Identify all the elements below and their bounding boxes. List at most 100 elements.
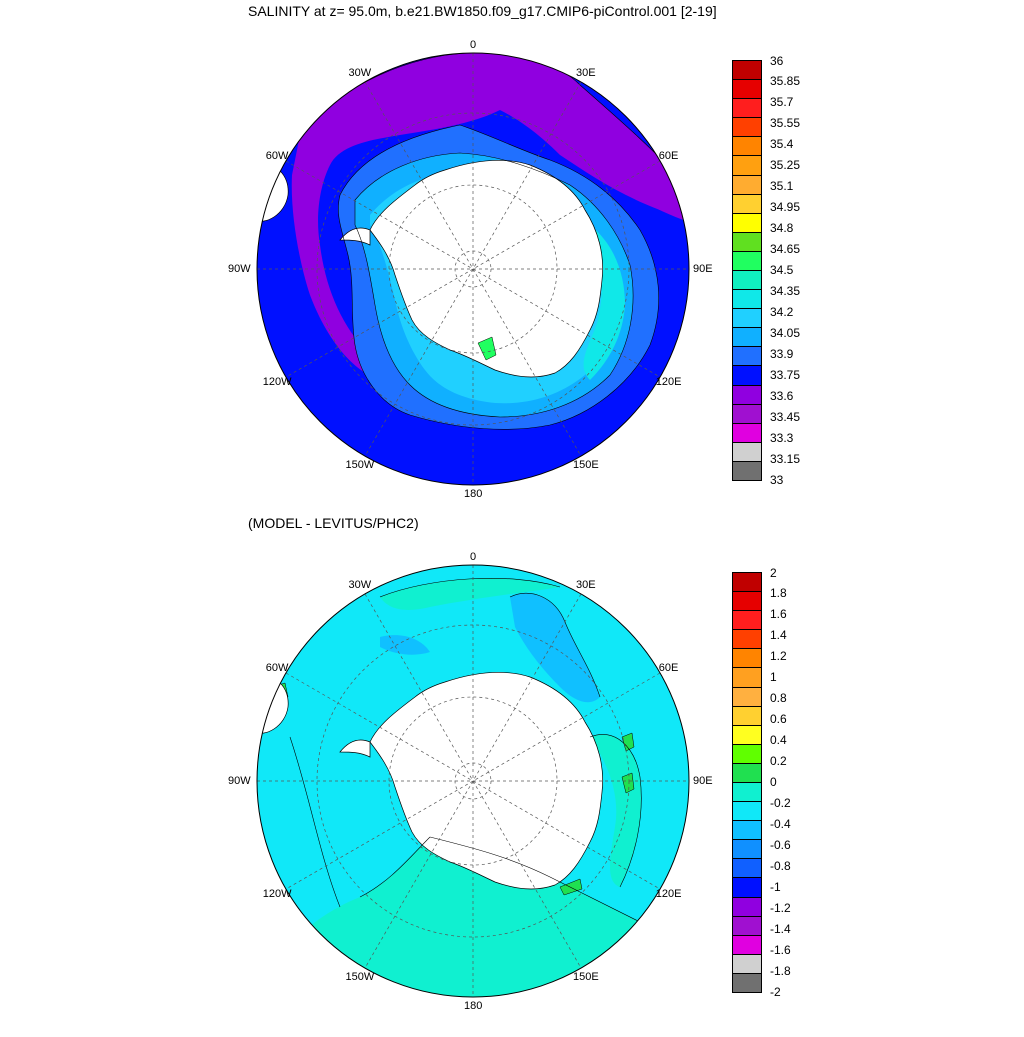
colorbar-label: 0.4 xyxy=(770,733,787,747)
colorbar-label: -0.2 xyxy=(770,796,791,810)
colorbar-label: 34.8 xyxy=(770,221,794,235)
lon-label-90e: 90E xyxy=(693,775,713,787)
colorbar-swatch xyxy=(732,801,762,822)
colorbar-swatch xyxy=(732,820,762,841)
colorbar-label: -1.8 xyxy=(770,964,791,978)
colorbar-label: 34.2 xyxy=(770,305,794,319)
colorbar-label: 35.1 xyxy=(770,179,794,193)
diff-field-minus-0-6 xyxy=(510,593,600,703)
colorbar-label: 34.35 xyxy=(770,284,801,298)
colorbar-label: 0.6 xyxy=(770,712,787,726)
lon-label-150w: 150W xyxy=(345,458,375,471)
colorbar-swatch xyxy=(732,98,762,119)
colorbar-label: 1.6 xyxy=(770,607,787,621)
colorbar-label: 34.5 xyxy=(770,263,794,277)
lon-label-150w: 150W xyxy=(345,970,375,983)
colorbar-swatch xyxy=(732,270,762,291)
colorbar-label: 34.65 xyxy=(770,242,801,256)
colorbar-label: 33.45 xyxy=(770,410,801,424)
colorbar-label: 1 xyxy=(770,670,777,684)
top-graticule xyxy=(257,53,689,485)
colorbar-swatch xyxy=(732,782,762,803)
lon-label-0: 0 xyxy=(470,39,477,51)
lon-label-30e: 30E xyxy=(576,579,596,592)
colorbar-label: 0 xyxy=(770,775,777,789)
lon-label-0: 0 xyxy=(470,551,477,563)
diff-field-near-zero-north xyxy=(380,578,560,610)
colorbar-swatch xyxy=(732,212,762,233)
lon-label-60w: 60W xyxy=(265,662,289,674)
antarctic-peninsula-bottom xyxy=(339,739,371,758)
bottom-map-title: (MODEL - LEVITUS/PHC2) xyxy=(248,515,419,531)
colorbar-label: 0.8 xyxy=(770,691,787,705)
colorbar-swatch xyxy=(732,877,762,898)
colorbar-label: 36 xyxy=(770,54,784,68)
colorbar-swatch xyxy=(732,441,762,462)
colorbar-swatch xyxy=(732,705,762,726)
diff-field-near-zero-south xyxy=(260,837,689,997)
colorbar-swatch xyxy=(732,591,762,612)
lon-label-60w: 60W xyxy=(265,150,289,162)
lon-label-120e: 120E xyxy=(655,376,682,388)
diff-green-patch-3 xyxy=(559,878,583,896)
top-map-title: SALINITY at z= 95.0m, b.e21.BW1850.f09_g… xyxy=(248,3,717,19)
colorbar-label: 33.6 xyxy=(770,389,794,403)
colorbar-label: -0.8 xyxy=(770,859,791,873)
colorbar-label: 35.4 xyxy=(770,137,794,151)
lon-label-30w: 30W xyxy=(348,579,372,592)
colorbar-label: 33.3 xyxy=(770,431,794,445)
colorbar-label: 34.95 xyxy=(770,200,801,214)
colorbar-swatch xyxy=(732,365,762,386)
lon-label-120w: 120W xyxy=(262,376,292,388)
lon-label-150e: 150E xyxy=(573,458,599,471)
colorbar-label: -2 xyxy=(770,985,781,999)
colorbar-swatch xyxy=(732,972,762,993)
lon-label-60e: 60E xyxy=(658,150,679,162)
colorbar-label: 33.15 xyxy=(770,452,801,466)
lon-label-180: 180 xyxy=(464,1000,483,1012)
bottom-graticule xyxy=(257,565,689,997)
bottom-map-svg xyxy=(256,564,690,998)
lon-label-180: 180 xyxy=(464,488,483,500)
colorbar-swatch xyxy=(732,231,762,252)
colorbar-label: 35.55 xyxy=(770,116,801,130)
colorbar-swatch xyxy=(732,648,762,669)
colorbar-swatch xyxy=(732,155,762,176)
colorbar-label: 2 xyxy=(770,566,777,580)
lon-label-90e: 90E xyxy=(693,263,713,275)
lon-label-30w: 30W xyxy=(348,67,372,80)
colorbar-swatch xyxy=(732,174,762,195)
colorbar-swatch xyxy=(732,686,762,707)
lon-label-60e: 60E xyxy=(658,662,679,674)
colorbar-swatch xyxy=(732,346,762,367)
field-33-45-east xyxy=(500,93,689,215)
colorbar-label: 1.4 xyxy=(770,628,787,642)
top-salinity-map: 0 30E 60E 90E 120E 150E 180 150W 120W 90W 60W 30W xyxy=(228,25,730,525)
colorbar-swatch xyxy=(732,762,762,783)
colorbar-swatch xyxy=(732,839,762,860)
colorbar-swatch xyxy=(732,743,762,764)
colorbar-swatch xyxy=(732,572,762,593)
colorbar-swatch xyxy=(732,422,762,443)
colorbar-label: -1.2 xyxy=(770,901,791,915)
top-map-border xyxy=(256,52,690,486)
colorbar-swatch xyxy=(732,250,762,271)
top-colorbar: 36 35.85 35.7 35.55 35.4 35.25 35.1 34.95 34.8 34… xyxy=(732,54,832,487)
colorbar-swatch xyxy=(732,858,762,879)
lon-label-150e: 150E xyxy=(573,970,599,983)
colorbar-swatch xyxy=(732,60,762,81)
colorbar-swatch xyxy=(732,610,762,631)
colorbar-label: 35.85 xyxy=(770,74,801,88)
colorbar-swatch xyxy=(732,667,762,688)
diff-field-near-zero-east xyxy=(590,734,642,887)
colorbar-swatch xyxy=(732,896,762,917)
colorbar-label: 1.8 xyxy=(770,586,787,600)
colorbar-swatch xyxy=(732,915,762,936)
colorbar-label: -1 xyxy=(770,880,781,894)
colorbar-label: 0.2 xyxy=(770,754,787,768)
colorbar-swatch xyxy=(732,460,762,481)
colorbar-swatch xyxy=(732,308,762,329)
top-map-svg xyxy=(256,52,690,486)
bottom-colorbar: 2 1.8 1.6 1.4 1.2 1 0.8 0.6 0.4 0.2 0 -0.2 -0.4 -0.6 -… xyxy=(732,566,832,999)
antarctic-peninsula xyxy=(339,227,371,246)
